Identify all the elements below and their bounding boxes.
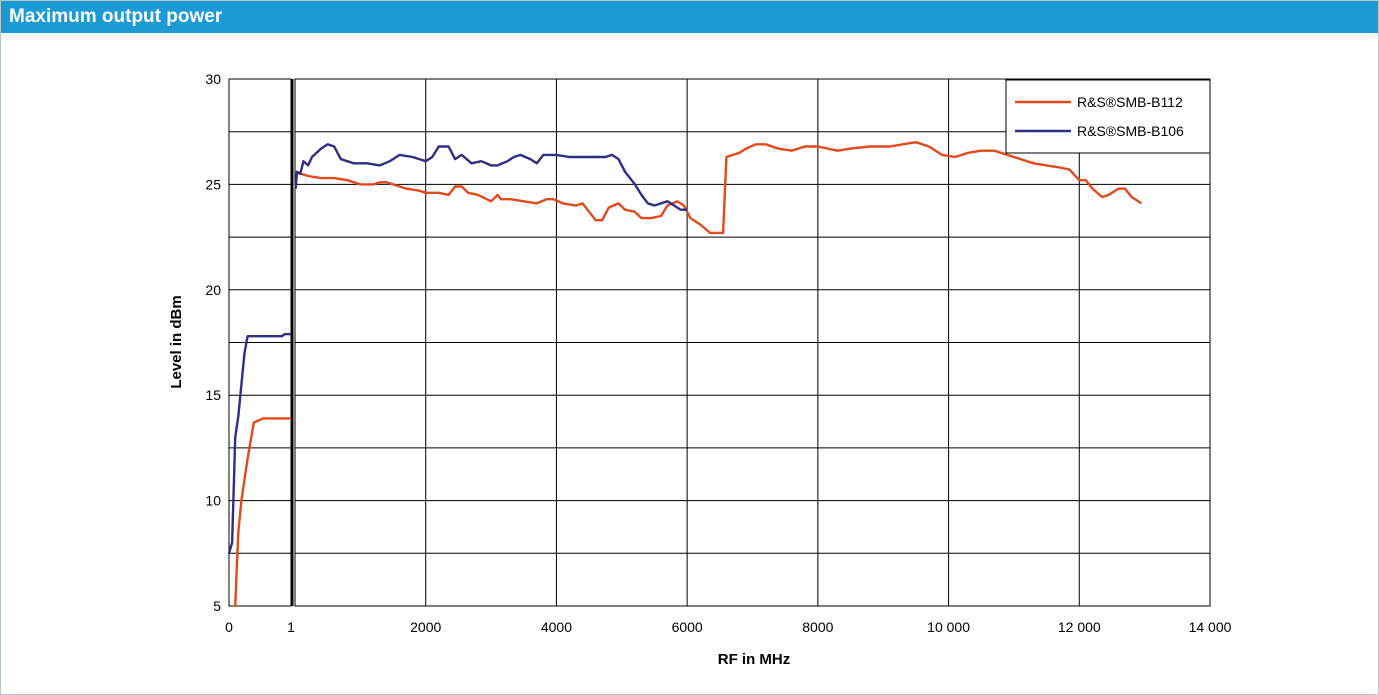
x-tick-label: 4000	[541, 619, 572, 635]
y-tick-label: 15	[205, 387, 221, 403]
panel-borders	[228, 78, 1211, 607]
y-tick-label: 5	[213, 598, 221, 614]
legend-box	[1005, 79, 1211, 154]
legend-label-smb-b106: R&S®SMB-B106	[1077, 123, 1184, 139]
series-line-r-s-smb-b112-high	[295, 140, 1143, 235]
y-tick-label: 30	[205, 71, 221, 87]
x-tick-labels: 0 1 2000 4000 6000 8000 10 000 12 000 14 000	[225, 619, 1232, 635]
y-tick-label: 10	[205, 493, 221, 509]
panel-high-border	[294, 78, 1211, 607]
legend-label-smb-b112: R&S®SMB-B112	[1077, 94, 1183, 110]
series-line-r-s-smb-b106-high	[294, 143, 688, 211]
series-lines	[227, 140, 1143, 607]
legend: R&S®SMB-B112 R&S®SMB-B106	[1005, 79, 1211, 154]
x-tick-label: 12 000	[1058, 619, 1101, 635]
x-axis-title: RF in MHz	[718, 651, 791, 668]
x-tick-label: 14 000	[1189, 619, 1232, 635]
x-tick-label: 2000	[410, 619, 441, 635]
x-tick-label: 0	[225, 619, 233, 635]
grid	[229, 78, 1210, 607]
x-tick-label: 10 000	[927, 619, 970, 635]
y-tick-label: 20	[205, 282, 221, 298]
x-tick-label: 8000	[802, 619, 833, 635]
y-axis-title: Level in dBm	[168, 295, 185, 388]
series-line-r-s-smb-b112-low	[234, 417, 291, 607]
x-tick-label: 6000	[672, 619, 703, 635]
y-tick-label: 25	[205, 176, 221, 192]
y-tick-labels: 5 10 15 20 25 30	[205, 71, 221, 614]
page-title: Maximum output power	[1, 1, 1378, 33]
panel-low-border	[228, 78, 292, 607]
series-line-r-s-smb-b106-low	[227, 332, 291, 554]
x-tick-label: 1	[287, 619, 295, 635]
